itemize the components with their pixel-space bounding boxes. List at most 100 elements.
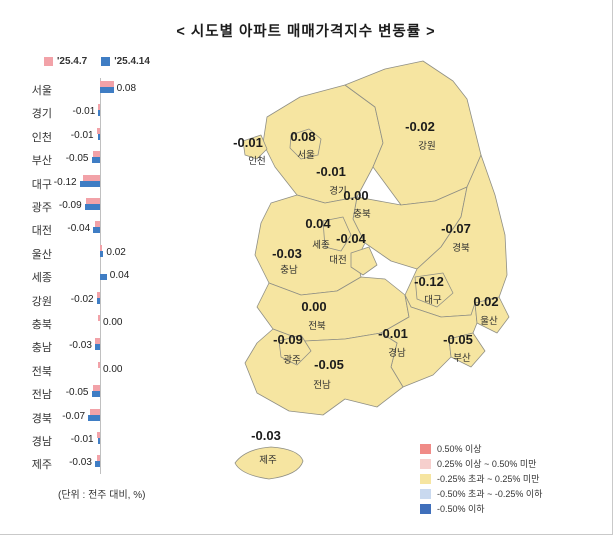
map-region-value: -0.02 [405,119,435,134]
map-region-value: -0.04 [336,231,366,246]
province-shapes [234,60,510,480]
bar-current-week [98,133,100,140]
bar-value-label: -0.07 [62,410,86,422]
map-color-legend: 0.50% 이상 0.25% 이상 ~ 0.50% 미만 -0.25% 초과 ~ 0… [420,442,542,515]
bar-region-label: 전북 [31,365,52,378]
map-region-value: 0.02 [473,294,498,309]
province-sejong [322,216,352,252]
map-legend-label: 0.25% 이상 ~ 0.50% 미만 [437,459,537,469]
bar-prev-week [86,198,100,204]
bar-region-label: 대구 [31,178,52,191]
bar-current-week [93,227,100,234]
bar-current-week [88,414,100,421]
bar-current-week [96,297,100,304]
map-region-value: -0.05 [314,357,344,372]
map-region-value: -0.01 [316,164,346,179]
bar-region-label: 광주 [31,202,52,214]
map-region-name: 인천 [248,156,265,167]
map-region-name: 강원 [418,141,435,152]
map-legend-swatch-icon [420,503,431,514]
bar-value-label: 0.04 [109,270,130,282]
bar-value-label: -0.03 [69,340,92,352]
legend-item-prev-week: '25.4.7 [44,56,87,67]
legend-item-current-week: '25.4.14 [101,56,150,67]
bar-row: 광주 -0.09 [0,193,205,216]
bar-current-week [98,438,100,444]
map-legend-label: 0.50% 이상 [437,444,482,454]
bar-current-week [91,157,100,164]
bar-current-week [94,461,100,468]
bar-prev-week [93,151,100,158]
bar-value-label: 0.08 [116,83,137,94]
map-legend-label: -0.50% 초과 ~ -0.25% 이하 [437,489,543,499]
bar-current-week [79,180,100,187]
bar-region-label: 서울 [31,85,52,97]
map-region-value: -0.01 [233,135,263,150]
bar-prev-week [94,221,100,228]
bar-current-week [100,87,114,93]
map-region-value: -0.05 [443,332,473,347]
bar-row: 대구 -0.12 [0,170,205,193]
map-region-name: 대구 [424,295,442,306]
map-region-value: -0.09 [273,332,303,347]
map-region-name: 전북 [308,321,326,332]
map-region-value: 0.00 [301,299,326,314]
bar-value-label: -0.01 [70,129,94,141]
legend-swatch-icon [44,57,53,66]
bar-current-week [84,204,100,210]
map-region-value: 0.04 [305,216,331,231]
province-gwangju [278,334,312,366]
bar-current-week [94,344,100,351]
bar-row: 울산 0.02 [0,240,205,263]
bar-region-label: 대전 [31,225,52,238]
bar-row: 전남 -0.05 [0,380,205,403]
province-incheon [242,134,268,160]
bar-region-label: 경남 [31,436,52,448]
map-legend-swatch-icon [420,443,431,454]
bar-prev-week [98,361,100,368]
bar-prev-week [96,455,100,462]
map-region-name: 서울 [297,150,315,161]
map-region-name: 부산 [453,353,471,364]
bar-row: 세종 0.04 [0,263,205,286]
bar-row: 인천 -0.01 [0,123,205,146]
bar-row: 경남 -0.01 [0,427,205,450]
bar-value-label: -0.04 [67,223,91,235]
bar-row: 부산 -0.05 [0,146,205,169]
bar-region-label: 충남 [31,342,52,355]
bar-value-label: -0.05 [65,153,89,165]
bar-prev-week [98,104,100,111]
bar-row: 서울 0.08 [0,76,205,99]
province-jeonnam [244,328,404,416]
map-legend-item: 0.25% 이상 ~ 0.50% 미만 [420,457,542,470]
bar-value-label: 0.00 [103,317,123,328]
map-legend-swatch-icon [420,458,431,469]
map-region-value: -0.12 [414,274,444,289]
bar-row: 강원 -0.02 [0,287,205,310]
map-region-value: 0.08 [290,129,315,144]
province-ulsan [474,296,510,334]
map-region-name: 대전 [329,255,346,266]
map-legend-item: -0.50% 초과 ~ -0.25% 이하 [420,487,542,500]
bar-value-label: -0.09 [58,200,82,211]
map-legend-swatch-icon [420,488,431,499]
bar-row: 전북 0.00 [0,357,205,380]
province-daegu [414,272,454,308]
map-legend-label: -0.25% 초과 ~ 0.25% 미만 [437,474,540,484]
bar-region-label: 부산 [31,155,52,168]
bar-region-label: 울산 [31,248,52,261]
map-legend-item: -0.50% 이하 [420,502,542,515]
province-busan [448,332,486,368]
bar-region-label: 세종 [31,272,52,285]
map-region-name: 경북 [452,242,470,254]
bar-region-label: 전남 [31,389,52,402]
map-region-value: -0.07 [441,221,471,236]
map-region-name: 충남 [280,265,298,276]
bar-current-week [98,110,100,117]
bar-row: 제주 -0.03 [0,450,205,473]
bar-row: 경기 -0.01 [0,99,205,122]
bar-prev-week [96,291,100,298]
map-region-value: 0.00 [343,188,368,203]
